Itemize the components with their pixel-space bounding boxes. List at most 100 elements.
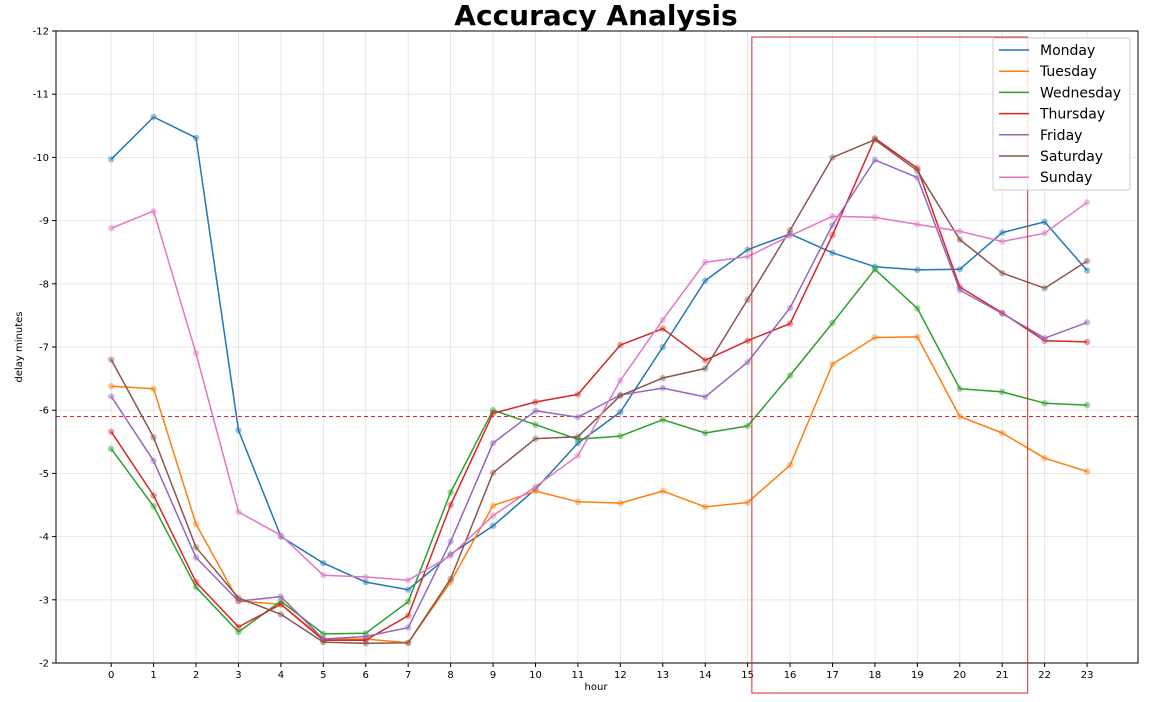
data-point xyxy=(617,377,624,384)
data-point xyxy=(150,503,157,510)
x-tick-label: 8 xyxy=(447,670,453,681)
y-tick-label: -4 xyxy=(39,532,49,543)
data-point xyxy=(999,388,1006,396)
legend-label: Sunday xyxy=(1040,170,1092,186)
x-tick-label: 19 xyxy=(911,670,924,681)
data-point xyxy=(362,637,369,644)
data-point xyxy=(532,483,539,490)
data-point xyxy=(192,554,200,561)
data-point xyxy=(956,228,963,235)
y-tick-label: -5 xyxy=(39,469,49,480)
x-tick-label: 9 xyxy=(490,670,496,681)
data-point xyxy=(914,174,921,181)
x-tick-label: 5 xyxy=(320,670,326,681)
data-point xyxy=(702,277,709,284)
data-point xyxy=(107,156,115,163)
data-point xyxy=(829,319,836,327)
x-tick-label: 4 xyxy=(278,670,284,681)
x-tick-label: 23 xyxy=(1081,670,1094,681)
tick-layer: 0 1 2 3 4 5 6 7 8 9 10 11 12 13 14 15 16 17 18 19 20 21 22 23-1… xyxy=(33,27,1094,682)
series-line xyxy=(110,268,1088,635)
data-point xyxy=(1041,455,1048,462)
data-point xyxy=(489,469,497,476)
x-tick-label: 22 xyxy=(1038,670,1051,681)
series-monday xyxy=(107,113,1091,593)
data-point xyxy=(786,226,794,234)
data-point xyxy=(150,434,157,441)
legend-label: Wednesday xyxy=(1040,85,1121,101)
y-tick-label: -8 xyxy=(39,279,49,290)
data-point xyxy=(447,538,454,545)
data-point xyxy=(659,384,666,392)
data-point xyxy=(107,428,115,435)
data-point xyxy=(362,578,369,586)
y-tick-label: -11 xyxy=(33,90,49,101)
y-tick-label: -6 xyxy=(39,406,49,417)
data-point xyxy=(532,435,539,442)
data-point xyxy=(871,266,879,273)
data-point xyxy=(192,520,200,528)
data-point xyxy=(1083,319,1091,326)
data-point xyxy=(786,232,794,239)
data-point xyxy=(744,358,751,366)
data-point xyxy=(235,508,242,516)
data-point xyxy=(914,167,921,174)
data-point xyxy=(659,325,666,332)
legend: Monday Tuesday Wednesday Thursday Friday Satu… xyxy=(992,37,1131,191)
data-point xyxy=(871,214,879,221)
data-point xyxy=(659,416,666,423)
x-tick-label: 18 xyxy=(869,670,882,681)
data-point xyxy=(277,611,285,618)
data-point xyxy=(489,410,497,417)
data-point xyxy=(702,365,709,372)
data-point xyxy=(1083,401,1091,409)
data-point xyxy=(235,427,242,434)
data-point xyxy=(702,357,709,364)
data-point xyxy=(1041,285,1048,292)
data-point xyxy=(320,559,327,567)
x-tick-label: 12 xyxy=(614,670,627,681)
data-point xyxy=(871,334,879,341)
data-point xyxy=(532,421,539,428)
data-point xyxy=(702,503,709,511)
data-point xyxy=(574,498,582,506)
x-tick-label: 3 xyxy=(235,670,241,681)
data-point xyxy=(744,499,751,506)
data-point xyxy=(532,398,539,406)
x-tick-label: 16 xyxy=(784,670,797,681)
series-line xyxy=(110,137,1088,641)
data-point xyxy=(489,522,497,530)
data-point xyxy=(1041,218,1048,226)
highlight-box xyxy=(751,36,1029,694)
data-point xyxy=(192,583,200,591)
data-point xyxy=(659,316,666,324)
series-saturday xyxy=(107,136,1091,647)
data-point xyxy=(150,385,157,392)
data-point xyxy=(702,259,709,266)
data-point xyxy=(829,212,836,220)
legend-frame xyxy=(992,37,1131,191)
x-tick-label: 0 xyxy=(108,670,114,681)
data-point xyxy=(574,436,582,443)
x-tick-label: 6 xyxy=(363,670,369,681)
data-point xyxy=(617,408,624,416)
data-point xyxy=(617,341,624,349)
data-point xyxy=(1041,337,1048,344)
data-point xyxy=(744,253,751,260)
data-point xyxy=(320,638,327,646)
data-point xyxy=(1041,400,1048,407)
y-tick-label: -12 xyxy=(33,27,49,38)
x-tick-label: 21 xyxy=(996,670,1009,681)
data-point xyxy=(829,231,836,239)
data-point xyxy=(404,598,412,605)
data-point xyxy=(574,413,582,421)
y-tick-label: -3 xyxy=(39,595,49,606)
data-point xyxy=(1083,199,1091,206)
data-point xyxy=(404,624,412,631)
data-point xyxy=(277,597,285,605)
x-tick-label: 13 xyxy=(656,670,669,681)
data-point xyxy=(107,224,115,232)
data-point xyxy=(702,393,709,401)
data-point xyxy=(489,407,497,414)
data-point xyxy=(235,628,242,636)
